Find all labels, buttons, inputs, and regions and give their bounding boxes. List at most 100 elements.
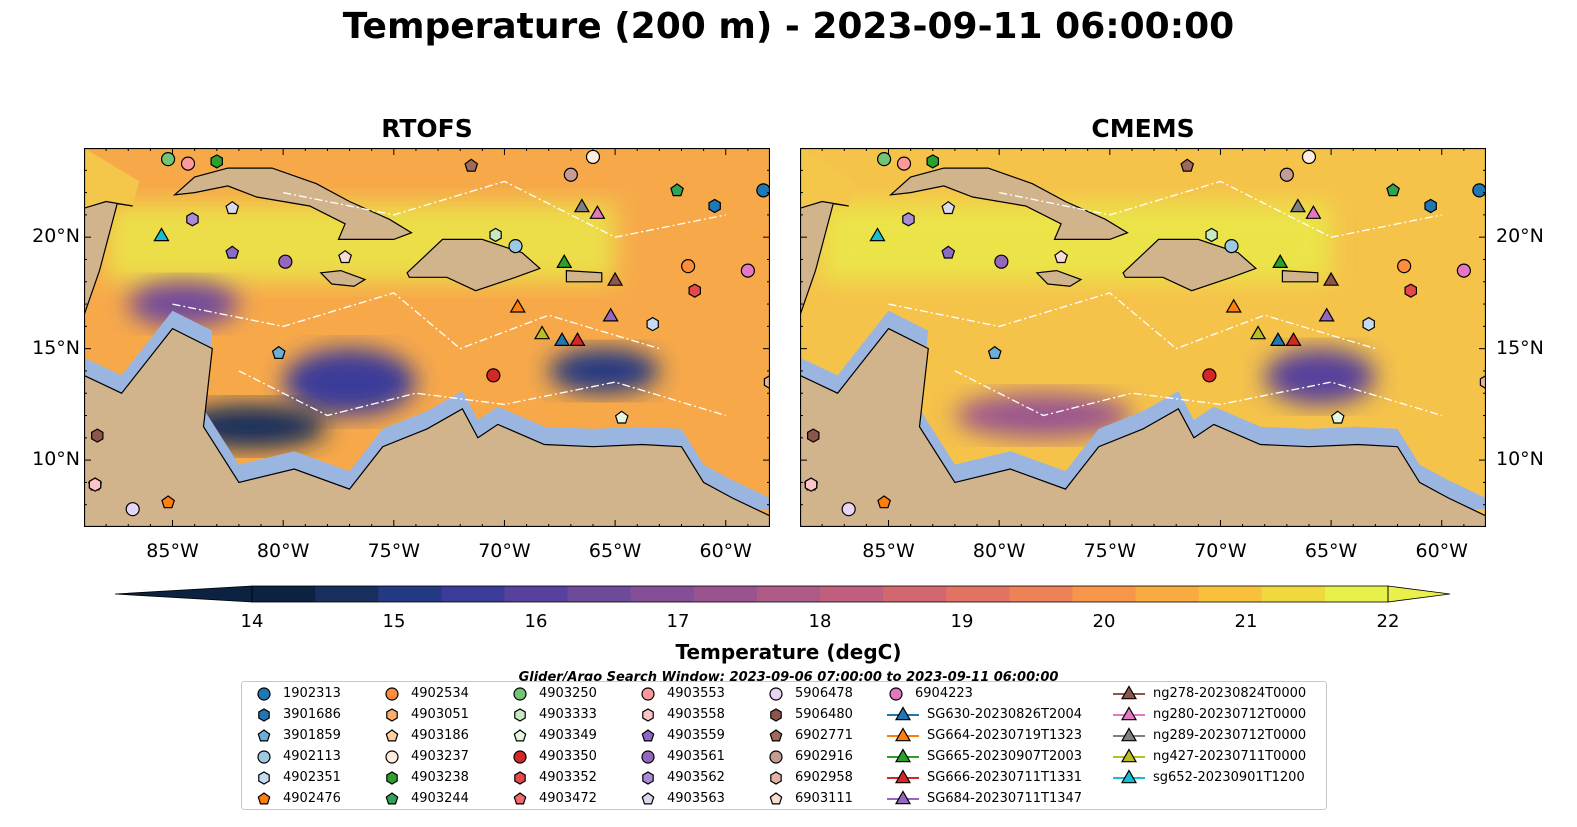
legend-symbol [513, 791, 527, 804]
colorbar-segment [441, 586, 505, 602]
jamaica-land [319, 269, 367, 287]
legend-label: 4903250 [539, 686, 597, 701]
marker-6902916 [563, 167, 578, 182]
marker-4903558 [88, 477, 102, 492]
colorbar-segment [1261, 586, 1326, 602]
y-tick-label-right: 15°N [1496, 336, 1544, 359]
south-america-land [84, 327, 770, 527]
legend-item: 4903472 [510, 788, 597, 809]
marker-4902476 [161, 495, 176, 509]
legend-marker-triangle-icon [1113, 684, 1145, 699]
marker-4903562 [902, 212, 915, 227]
legend-label: 1902313 [283, 686, 341, 701]
colorbar [115, 585, 1451, 603]
gulf-of-mexico [800, 148, 856, 209]
legend-label: 4903561 [667, 749, 725, 764]
legend-label: 4903563 [667, 791, 725, 806]
legend-symbol [514, 707, 526, 722]
south-america-land [800, 327, 1486, 527]
legend-item: sg652-20230901T1200 [1112, 767, 1305, 788]
jamaica-land [1035, 269, 1083, 287]
legend-item: 5906480 [766, 704, 853, 725]
legend-marker-triangle-icon [887, 705, 919, 720]
legend-marker-triangle-icon [887, 747, 919, 762]
legend-item: 1902313 [254, 683, 341, 704]
legend-marker-pentagon-icon [257, 791, 271, 804]
puerto-rico-land [1281, 269, 1319, 283]
marker-4903333 [489, 227, 502, 243]
legend-item: 3901686 [254, 704, 341, 725]
legend-symbol [513, 749, 527, 764]
legend-label: 4903244 [411, 791, 469, 806]
x-tick-label: 75°W [367, 540, 421, 562]
marker-4903561 [994, 254, 1009, 269]
legend-symbol [257, 791, 271, 804]
legend-triangle [894, 747, 912, 762]
legend-marker-hexagon-icon [770, 770, 782, 785]
marker-6904223 [1456, 263, 1471, 278]
y-tick-label-left: 15°N [32, 336, 80, 359]
marker-4903563 [225, 200, 240, 215]
marker-ng278-20230824T0000 [607, 271, 624, 286]
marker-SG684-20230711T1347 [1318, 307, 1335, 322]
marker-ng278-20230824T0000 [1323, 271, 1340, 286]
legend-marker-hexagon-icon [642, 707, 654, 722]
legend-marker-circle-icon [513, 749, 527, 764]
legend-symbol [769, 686, 783, 701]
legend-symbol [641, 686, 655, 701]
legend-marker-circle-icon [769, 686, 783, 701]
legend-item: 4903051 [382, 704, 469, 725]
marker-ng289-20230712T0000 [1289, 198, 1306, 213]
legend-symbol [770, 707, 782, 722]
legend-item: SG684-20230711T1347 [886, 788, 1082, 809]
marker-4903238 [210, 154, 223, 169]
marker-SG666-20230711T1331 [569, 332, 586, 346]
legend-marker-hexagon-icon [258, 707, 270, 722]
colorbar-segment [504, 586, 569, 602]
legend-item: 4903563 [638, 788, 725, 809]
marker-4902113 [508, 238, 523, 254]
cold-region [1264, 348, 1376, 405]
legend-label: ng427-20230711T0000 [1153, 749, 1307, 764]
colorbar-tick-label: 21 [1234, 611, 1258, 632]
legend-symbol [258, 770, 270, 785]
marker-4903559 [941, 245, 956, 259]
hispaniola-land [1122, 238, 1258, 292]
legend-label: 4902534 [411, 686, 469, 701]
colorbar-label: Temperature (degC) [675, 640, 902, 664]
legend-item: 4903559 [638, 725, 725, 746]
marker-4903561 [278, 254, 293, 269]
x-tick-label: 70°W [478, 540, 531, 562]
marker-1902313 [756, 183, 770, 198]
marker-3901859 [271, 345, 286, 359]
legend-marker-circle-icon [641, 686, 655, 701]
legend-marker-hexagon-icon [514, 770, 526, 785]
legend-symbol [769, 728, 783, 741]
colorbar-tick-label: 20 [1092, 611, 1116, 632]
marker-5906478 [841, 502, 856, 517]
legend-symbol [257, 728, 271, 741]
legend-marker-hexagon-icon [386, 770, 398, 785]
legend-marker-hexagon-icon [770, 707, 782, 722]
marker-ng427-20230711T0000 [533, 325, 551, 340]
x-tick-label: 60°W [699, 540, 752, 562]
map-layers [84, 148, 770, 527]
colorbar-segment [1072, 586, 1137, 602]
legend-label: ng278-20230824T0000 [1153, 686, 1307, 701]
marker-4903352 [688, 283, 702, 298]
legend-symbol [889, 686, 903, 701]
legend-label: ng280-20230712T0000 [1153, 707, 1307, 722]
legend-label: 4902351 [283, 770, 341, 785]
legend-triangle [894, 768, 912, 783]
legend-item: 4903562 [638, 767, 725, 788]
legend-item: 4902476 [254, 788, 341, 809]
legend-marker-pentagon-icon [385, 791, 399, 804]
figure-title: Temperature (200 m) - 2023-09-11 06:00:0… [342, 6, 1235, 47]
legend-item: ng280-20230712T0000 [1112, 704, 1306, 725]
legend-label: 4903558 [667, 707, 725, 722]
marker-SG684-20230711T1347 [602, 307, 619, 322]
legend-symbol [641, 728, 655, 741]
legend-label: 3901859 [283, 728, 341, 743]
eez-boundary [999, 180, 1442, 238]
puerto-rico-land [565, 269, 603, 283]
